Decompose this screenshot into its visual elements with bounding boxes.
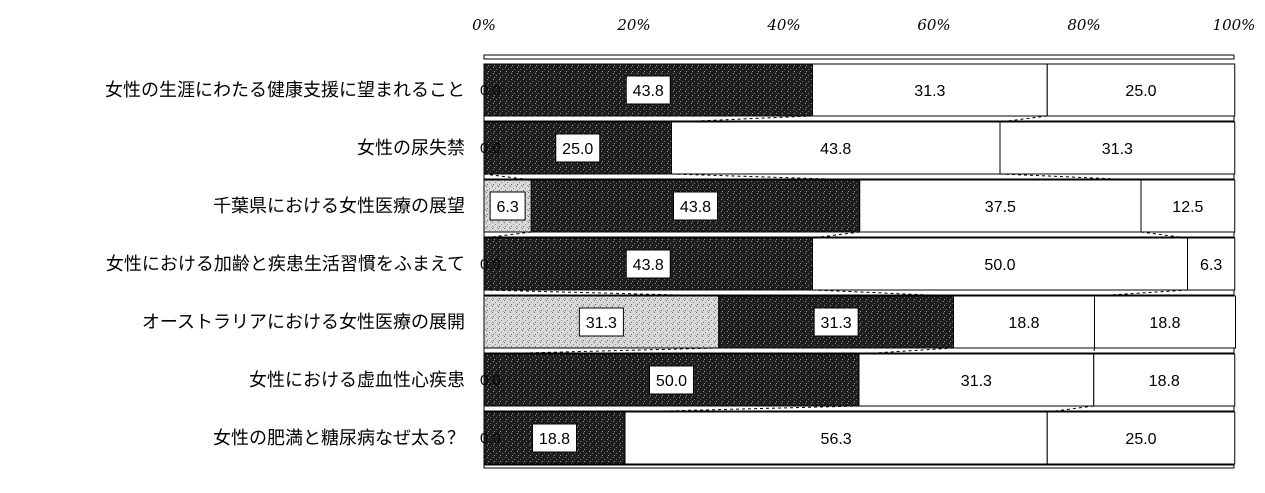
connector-layer bbox=[483, 115, 1188, 413]
bar-segment bbox=[812, 63, 1048, 117]
series-connector bbox=[483, 173, 532, 181]
data-label: 25.0 bbox=[1125, 431, 1156, 448]
axis-layer: 0% 20% 40% 60% 80% 100% bbox=[472, 16, 1256, 469]
row-separator bbox=[483, 405, 1235, 412]
bar-segment bbox=[671, 121, 1001, 175]
x-tick-label: 100% bbox=[1213, 16, 1256, 34]
series-connector bbox=[1140, 231, 1188, 239]
row-separator bbox=[483, 231, 1235, 238]
bar-segment bbox=[1046, 411, 1236, 465]
data-label: 56.3 bbox=[821, 431, 852, 448]
bar-segment bbox=[624, 411, 1048, 465]
category-label: 女性の尿失禁 bbox=[357, 138, 465, 159]
row-separator bbox=[483, 173, 1235, 180]
category-label: 女性における虚血性心疾患 bbox=[249, 370, 465, 391]
x-tick-label: 80% bbox=[1067, 16, 1100, 34]
data-label: 12.5 bbox=[1172, 199, 1203, 216]
x-tick-label: 40% bbox=[766, 16, 800, 34]
bar-segment bbox=[1093, 353, 1236, 407]
data-label: 31.3 bbox=[821, 315, 852, 332]
data-label: 25.0 bbox=[562, 141, 593, 158]
data-label: 0.0 bbox=[480, 372, 501, 389]
bottom-axis-line bbox=[483, 464, 1235, 469]
data-label-box bbox=[555, 133, 601, 163]
data-label: 6.3 bbox=[497, 199, 519, 216]
data-label: 43.8 bbox=[633, 83, 664, 100]
category-label: 女性における加齢と疾患生活習慣をふまえて bbox=[106, 254, 465, 275]
data-label-box bbox=[813, 307, 859, 337]
data-label: 31.3 bbox=[586, 315, 617, 332]
data-label: 0.0 bbox=[480, 140, 501, 157]
data-label: 18.8 bbox=[1149, 315, 1180, 332]
data-label: 25.0 bbox=[1125, 83, 1156, 100]
data-label: 0.0 bbox=[480, 82, 501, 99]
series-connector bbox=[671, 173, 860, 181]
data-label: 31.3 bbox=[961, 373, 992, 390]
bar-segment bbox=[1187, 237, 1236, 291]
data-label: 18.8 bbox=[1008, 315, 1039, 332]
category-label: 女性の生涯にわたる健康支援に望まれること bbox=[105, 80, 465, 101]
row-separator bbox=[483, 347, 1235, 354]
row-separator bbox=[483, 115, 1235, 122]
bar-segment bbox=[812, 237, 1188, 291]
data-label-box bbox=[578, 307, 624, 337]
category-label: オーストラリアにおける女性医療の展開 bbox=[142, 312, 465, 333]
category-label: 女性の肥満と糖尿病なぜ太る？ bbox=[213, 428, 465, 449]
data-label: 37.5 bbox=[985, 199, 1016, 216]
series-connector bbox=[999, 115, 1048, 123]
series-connector bbox=[1047, 405, 1094, 413]
bar-segment bbox=[1094, 295, 1236, 349]
data-label-box bbox=[649, 365, 694, 395]
data-label-box bbox=[673, 191, 718, 221]
data-label-box bbox=[625, 75, 671, 105]
data-label: 50.0 bbox=[656, 373, 687, 390]
x-tick-label: 0% bbox=[472, 16, 496, 34]
bar-segment bbox=[1140, 179, 1236, 233]
series-connector bbox=[1093, 347, 1095, 355]
data-label: 6.3 bbox=[1200, 257, 1222, 274]
bar-segment bbox=[1046, 63, 1236, 117]
bar-segment bbox=[859, 179, 1142, 233]
data-label-box bbox=[625, 249, 671, 279]
data-label: 0.0 bbox=[480, 430, 501, 447]
data-label-box bbox=[532, 423, 577, 453]
label-layer: 女性の生涯にわたる健康支援に望まれること 0.0 43.8 31.3 25.0 女性の尿失… bbox=[105, 75, 1222, 453]
data-label: 43.8 bbox=[633, 257, 664, 274]
bar-segment bbox=[999, 121, 1236, 175]
category-label: 千葉県における女性医療の展望 bbox=[213, 196, 465, 217]
data-label: 31.3 bbox=[914, 83, 945, 100]
data-label: 50.0 bbox=[984, 257, 1015, 274]
data-label: 0.0 bbox=[480, 256, 501, 273]
x-tick-label: 20% bbox=[616, 16, 650, 34]
data-label: 43.8 bbox=[820, 141, 851, 158]
data-label: 18.8 bbox=[539, 431, 570, 448]
data-label: 31.3 bbox=[1102, 141, 1133, 158]
series-connector bbox=[483, 231, 532, 239]
top-axis-line bbox=[483, 54, 1235, 60]
data-label: 43.8 bbox=[680, 199, 711, 216]
data-label: 18.8 bbox=[1149, 373, 1180, 390]
series-connector bbox=[812, 231, 860, 239]
data-label-box bbox=[489, 191, 526, 221]
x-tick-label: 60% bbox=[917, 16, 950, 34]
bar-segment bbox=[953, 295, 1095, 349]
series-connector bbox=[858, 347, 954, 355]
bar-layer bbox=[483, 63, 1236, 465]
